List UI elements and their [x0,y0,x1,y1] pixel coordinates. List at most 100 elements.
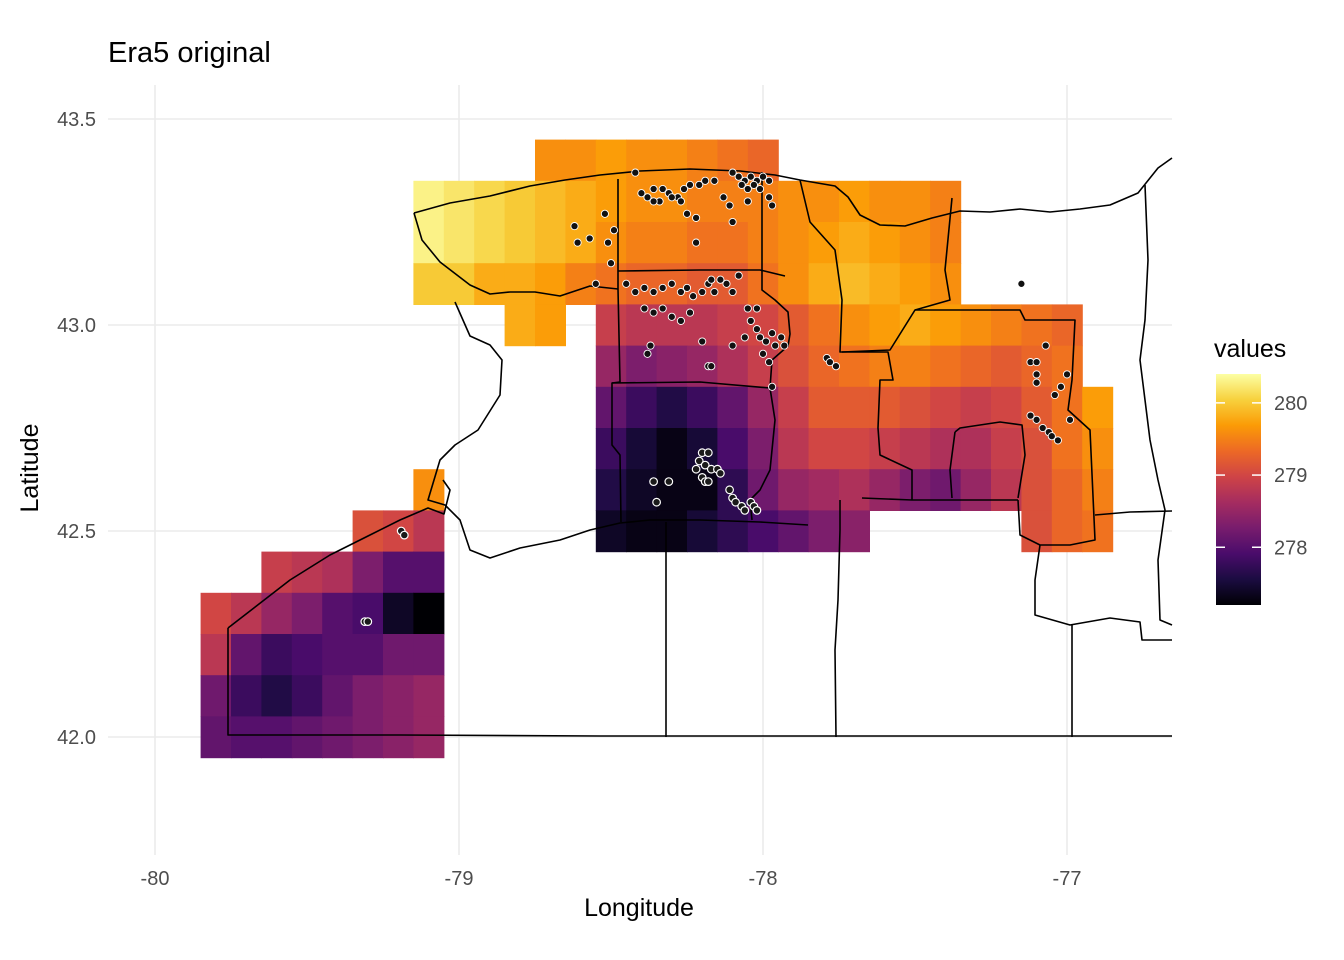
station-point [682,283,692,292]
grid-cell [1082,510,1114,553]
station-point [399,530,409,540]
station-point [695,180,704,189]
station-point [667,193,676,202]
grid-cell [747,222,779,264]
grid-cell [899,428,931,470]
grid-cell [747,510,779,553]
county-boundary-central-6 [841,309,1096,546]
grid-cell [535,222,566,264]
grid-cell [778,222,810,264]
station-point [1032,358,1041,367]
grid-cell [1021,304,1053,347]
grid-cell [595,263,627,305]
station-point [734,172,743,181]
station-point [585,234,594,243]
grid-cell [261,551,293,594]
grid-cell [626,139,658,182]
station-point [658,304,667,313]
grid-cell [778,469,810,511]
grid-cell [383,551,414,594]
grid-cell [869,263,901,305]
grid-cell [1051,469,1083,511]
grid-cell [808,386,840,429]
grid-cell [413,510,445,553]
county-boundary-east-1 [1139,184,1173,626]
grid-cell [322,592,354,635]
station-point [691,464,701,474]
grid-cell [504,222,536,264]
station-point [707,362,716,371]
temperature-grid-cells [200,139,1114,759]
station-point [746,172,755,181]
station-point [716,468,725,478]
x-tick-label: -80 [141,868,170,890]
station-point [758,172,768,181]
grid-cell [1051,345,1083,388]
grid-cell [717,510,749,553]
station-point [649,477,658,487]
grid-cell [869,222,901,264]
station-point [631,168,640,177]
station-point [703,477,713,487]
grid-cell [413,634,445,676]
grid-cell [261,592,293,635]
grid-cell [687,510,718,553]
county-boundary-central-10 [949,431,956,499]
grid-cell [960,345,992,388]
station-point [725,201,734,210]
station-point [637,189,646,198]
station-point [631,287,640,297]
station-point [758,349,768,358]
grid-cell [474,222,506,264]
station-point [363,617,373,626]
grid-cell [443,222,475,264]
county-boundary-central-11 [834,500,841,738]
grid-cell [565,139,597,182]
grid-cell [808,263,840,305]
grid-cell [200,716,232,759]
grid-cell [930,386,962,429]
county-boundary-east-3 [1034,544,1172,641]
station-point [743,197,752,206]
grid-cell [717,345,749,388]
x-axis-label: Longitude [584,894,694,922]
grid-cell [261,716,293,759]
station-point [667,279,676,288]
station-point [734,271,743,280]
legend-tick-label: 280 [1274,393,1307,415]
grid-cell [778,510,810,553]
grid-cell [261,634,293,676]
grid-cell [687,386,718,429]
grid-cell [352,592,384,635]
station-point [667,312,676,321]
grid-cell [504,263,536,305]
grid-cell [261,675,293,717]
lakeshore-boundary [413,157,1173,227]
grid-cell [839,386,870,429]
grid-cell [504,180,536,223]
station-point [609,226,619,235]
station-point [685,308,695,317]
grid-cell [869,428,901,470]
station-point [716,275,725,284]
station-point [658,283,667,292]
grid-cell [626,469,658,511]
grid-cell [1051,510,1083,553]
legend-colorbar [1216,374,1261,605]
grid-cell [899,222,931,264]
county-boundary-southwest [227,479,451,629]
legend-title: values [1214,335,1286,363]
grid-cell [413,469,445,511]
station-point [765,358,774,367]
station-point [1050,390,1059,400]
station-point [725,485,734,495]
grid-cell [200,675,232,717]
grid-cell [778,263,810,305]
grid-cell [231,634,262,676]
x-tick-label: -77 [1053,868,1082,890]
county-boundary-central-3 [617,269,786,277]
station-point [646,341,655,350]
station-point [1065,415,1075,424]
grid-cell [231,716,262,759]
